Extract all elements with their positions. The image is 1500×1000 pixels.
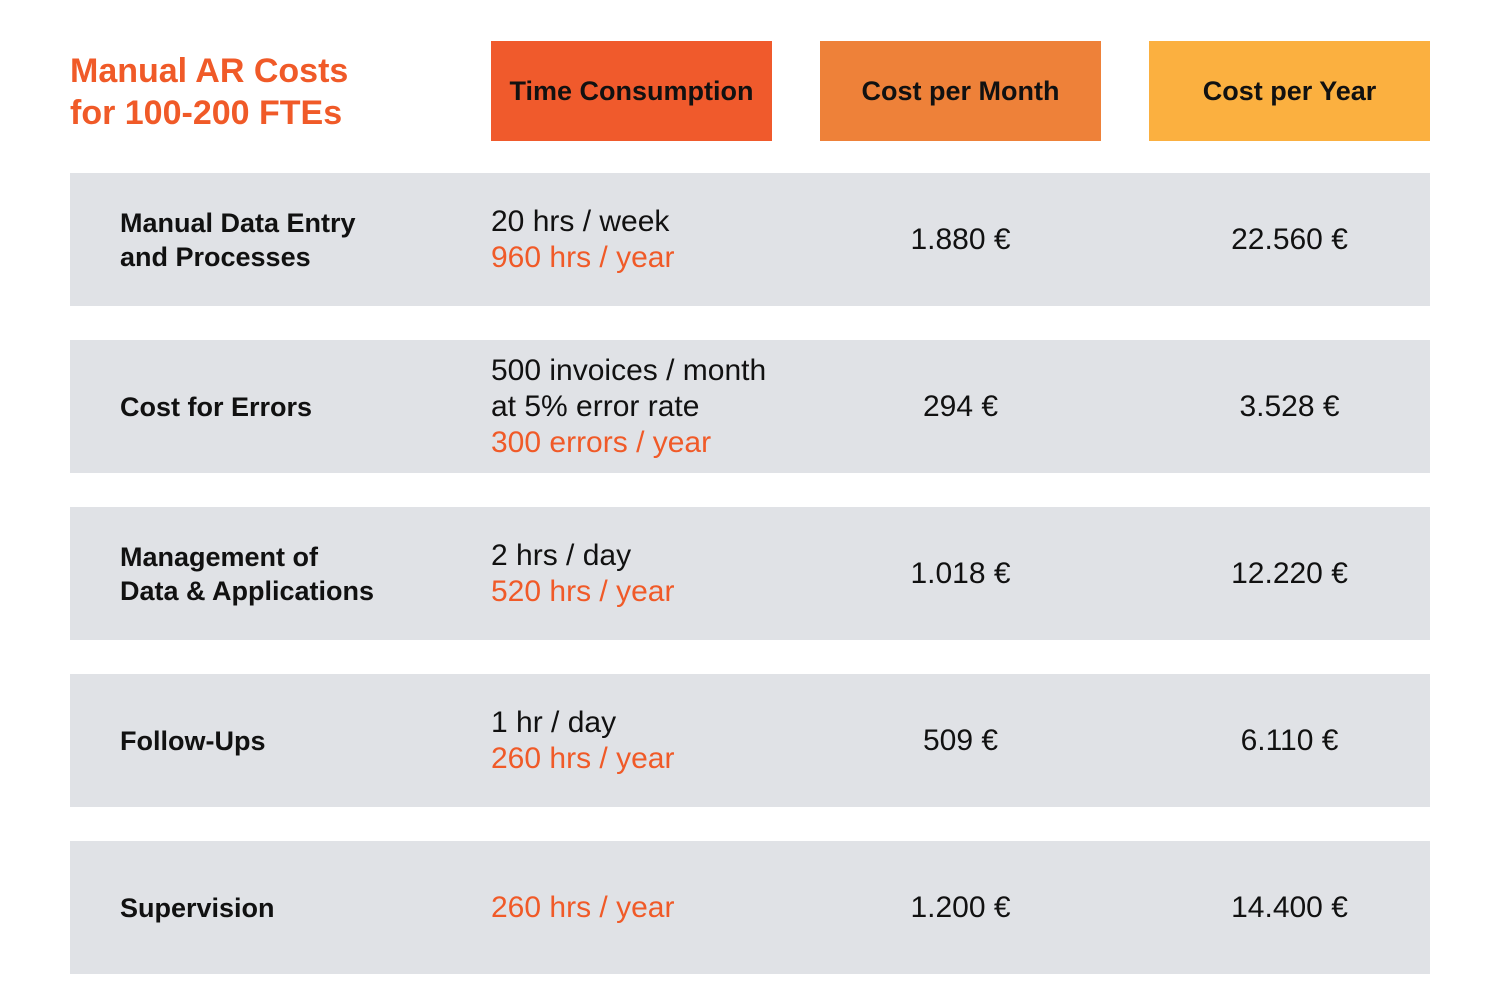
chart-title-line: Manual AR Costs bbox=[70, 52, 349, 90]
row-label-line: and Processes bbox=[120, 241, 311, 272]
row-label-line: Manual Data Entry bbox=[120, 207, 356, 238]
table-row: Cost for Errors 500 invoices / month at 5%… bbox=[70, 340, 1430, 473]
time-consumption-cell: 2 hrs / day 520 hrs / year bbox=[491, 507, 674, 640]
time-consumption-line: at 5% error rate bbox=[491, 389, 700, 423]
time-consumption-highlight: 520 hrs / year bbox=[491, 574, 675, 608]
cost-per-month-value: 1.880 € bbox=[910, 222, 1011, 256]
time-consumption-cell: 500 invoices / month at 5% error rate 300 … bbox=[491, 340, 766, 473]
column-header-time-consumption: Time Consumption bbox=[491, 41, 772, 141]
time-consumption-cell: 1 hr / day 260 hrs / year bbox=[491, 674, 674, 807]
table-row: Management of Data & Applications 2 hrs / … bbox=[70, 507, 1430, 640]
time-consumption-line: 1 hr / day bbox=[491, 705, 617, 739]
time-consumption-line: 500 invoices / month bbox=[491, 353, 767, 387]
cost-per-year-value: 12.220 € bbox=[1231, 556, 1348, 590]
row-label: Manual Data Entry and Processes bbox=[120, 173, 356, 306]
row-label-line: Data & Applications bbox=[120, 575, 375, 606]
row-label-line: Management of bbox=[120, 541, 319, 572]
row-label: Follow-Ups bbox=[120, 674, 265, 807]
time-consumption-highlight: 300 errors / year bbox=[491, 425, 712, 459]
cost-per-year-value: 14.400 € bbox=[1231, 890, 1348, 924]
row-label: Supervision bbox=[120, 841, 275, 974]
time-consumption-line: 2 hrs / day bbox=[491, 538, 632, 572]
chart-title: Manual AR Costs for 100-200 FTEs bbox=[70, 50, 470, 134]
row-label-line: Cost for Errors bbox=[120, 391, 313, 422]
time-consumption-highlight: 260 hrs / year bbox=[491, 890, 675, 924]
row-label: Cost for Errors bbox=[120, 340, 312, 473]
time-consumption-line: 20 hrs / week bbox=[491, 204, 670, 238]
table-row: Follow-Ups 1 hr / day 260 hrs / year 509 € 6… bbox=[70, 674, 1430, 807]
cost-per-year-value: 22.560 € bbox=[1231, 222, 1348, 256]
cost-per-year-value: 6.110 € bbox=[1240, 723, 1339, 757]
cost-per-year-value: 3.528 € bbox=[1239, 389, 1340, 423]
column-header-cost-per-year: Cost per Year bbox=[1149, 41, 1430, 141]
cost-per-month-value: 294 € bbox=[922, 389, 999, 423]
chart-title-line: for 100-200 FTEs bbox=[70, 94, 343, 132]
table-row: Manual Data Entry and Processes 20 hrs / w… bbox=[70, 173, 1430, 306]
row-label-line: Supervision bbox=[120, 892, 275, 923]
row-label-line: Follow-Ups bbox=[120, 725, 266, 756]
time-consumption-cell: 20 hrs / week 960 hrs / year bbox=[491, 173, 674, 306]
time-consumption-cell: 260 hrs / year bbox=[491, 841, 674, 974]
row-label: Management of Data & Applications bbox=[120, 507, 374, 640]
cost-per-month-value: 1.018 € bbox=[910, 556, 1011, 590]
time-consumption-highlight: 960 hrs / year bbox=[491, 240, 675, 274]
time-consumption-highlight: 260 hrs / year bbox=[491, 741, 675, 775]
column-header-cost-per-month: Cost per Month bbox=[820, 41, 1101, 141]
cost-per-month-value: 1.200 € bbox=[910, 890, 1011, 924]
table-row: Supervision 260 hrs / year 1.200 € 14.400 € bbox=[70, 841, 1430, 974]
cost-per-month-value: 509 € bbox=[922, 723, 999, 757]
